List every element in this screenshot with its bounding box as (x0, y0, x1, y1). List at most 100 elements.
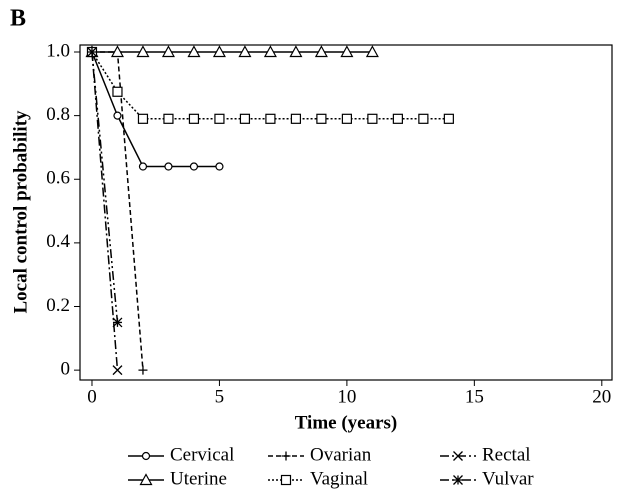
marker (367, 113, 378, 124)
marker-part (238, 45, 252, 58)
marker (238, 45, 252, 58)
marker (280, 474, 292, 486)
marker-part (443, 113, 454, 124)
marker-part (453, 451, 463, 461)
marker-part (314, 45, 328, 58)
marker (316, 113, 327, 124)
y-axis-label: Local control probability (10, 110, 31, 314)
marker-part (87, 47, 97, 57)
marker (453, 451, 463, 461)
marker (189, 162, 199, 171)
marker-part (215, 162, 224, 171)
marker (164, 162, 173, 171)
legend-label: Ovarian (310, 444, 372, 465)
marker-part (239, 113, 251, 124)
marker-part (365, 45, 379, 58)
marker (340, 45, 354, 58)
marker (163, 113, 174, 124)
x-tick-label: 10 (337, 386, 356, 407)
y-tick-label: 0.8 (46, 104, 70, 125)
marker (365, 45, 379, 58)
x-tick-label: 5 (215, 386, 225, 407)
marker-part (113, 111, 122, 120)
marker (214, 113, 225, 124)
series-line (91, 51, 449, 120)
marker-part (280, 474, 292, 486)
x-tick-label: 15 (465, 386, 484, 407)
y-tick-label: 1.0 (46, 40, 70, 61)
marker-part (139, 473, 153, 486)
marker (112, 365, 123, 376)
legend-label: Vulvar (482, 468, 534, 489)
marker-part (316, 113, 327, 124)
marker (443, 113, 454, 124)
marker-part (138, 162, 148, 171)
marker (314, 45, 328, 58)
marker (112, 317, 123, 328)
y-tick-label: 0.6 (46, 168, 70, 189)
marker (265, 113, 276, 124)
marker (188, 113, 200, 124)
marker-part (418, 113, 429, 124)
marker (136, 45, 150, 58)
marker-part (164, 162, 173, 171)
marker (141, 451, 151, 461)
legend-label: Cervical (170, 444, 234, 465)
panel-label: B (10, 6, 26, 32)
marker-part (137, 113, 149, 124)
marker (212, 45, 226, 58)
marker (113, 111, 122, 120)
marker-part (392, 113, 403, 124)
marker-part (112, 317, 123, 328)
marker-part (281, 451, 291, 461)
marker-part (367, 113, 378, 124)
marker-part (110, 45, 124, 58)
legend-label: Rectal (482, 444, 531, 465)
marker-part (141, 451, 151, 461)
x-axis-label: Time (years) (295, 412, 398, 433)
marker (263, 45, 277, 58)
marker-part (188, 113, 200, 124)
series-line (91, 51, 119, 371)
marker-part (187, 45, 201, 58)
marker-part (290, 113, 302, 124)
x-tick-label: 0 (87, 386, 97, 407)
series-line (91, 51, 220, 168)
marker-part (161, 45, 175, 58)
marker (87, 47, 97, 57)
marker-part (138, 365, 148, 375)
plot-frame (79, 44, 613, 381)
legend-label: Uterine (170, 468, 227, 489)
marker-part (265, 113, 276, 124)
marker (341, 113, 352, 124)
marker-part (112, 365, 123, 376)
marker-part (212, 45, 226, 58)
y-tick-label: 0 (61, 358, 71, 379)
marker (161, 45, 175, 58)
marker (110, 45, 124, 58)
marker-part (341, 113, 352, 124)
marker-part (136, 45, 150, 58)
marker-part (453, 475, 463, 485)
marker-part (214, 113, 225, 124)
marker (290, 113, 302, 124)
marker-part (189, 162, 199, 171)
marker-part (163, 113, 174, 124)
marker (453, 475, 463, 485)
series-line (91, 51, 119, 323)
y-tick-label: 0.2 (46, 295, 70, 316)
marker (281, 451, 291, 461)
marker-part (289, 45, 303, 58)
marker (138, 162, 148, 171)
marker-part (112, 86, 123, 97)
marker (187, 45, 201, 58)
marker (139, 473, 153, 486)
marker (112, 86, 123, 97)
x-tick-label: 20 (592, 386, 611, 407)
marker (138, 365, 148, 375)
marker (239, 113, 251, 124)
legend-label: Vaginal (310, 468, 368, 489)
y-tick-label: 0.4 (46, 231, 70, 252)
marker-part (340, 45, 354, 58)
